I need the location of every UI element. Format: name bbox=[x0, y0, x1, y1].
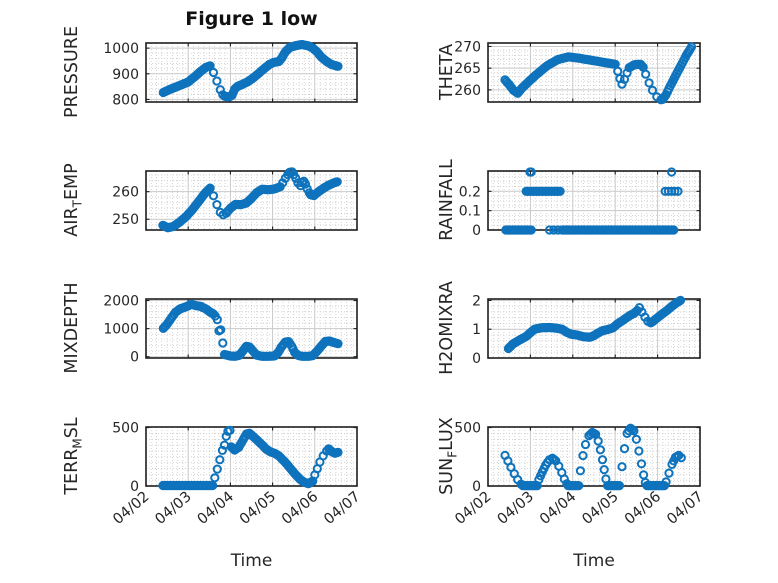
data-markers bbox=[158, 167, 342, 233]
x-tick-label: 04/06 bbox=[279, 489, 321, 528]
axes-box bbox=[487, 42, 701, 103]
y-tick-label: 0 bbox=[130, 479, 139, 495]
y-tick-labels: 0 1 2 bbox=[472, 293, 481, 367]
ylabel-text: TERR bbox=[62, 448, 82, 495]
x-tick-label: 04/06 bbox=[622, 489, 664, 528]
data-markers bbox=[500, 423, 686, 491]
y-tick-label: 0 bbox=[472, 351, 481, 367]
y-tick-label: 250 bbox=[112, 212, 139, 228]
axes-box bbox=[487, 298, 701, 359]
data-markers bbox=[158, 39, 343, 102]
plot-area bbox=[146, 43, 357, 102]
y-tick-label: 0 bbox=[472, 479, 481, 495]
y-tick-label: 2 bbox=[472, 293, 481, 309]
y-tick-labels: 0 500 bbox=[454, 421, 481, 495]
subplot-air_temp: 250 260 bbox=[112, 167, 358, 233]
y-tick-label: 1 bbox=[472, 322, 481, 338]
ylabel-text: THETA bbox=[437, 43, 457, 101]
axes-box bbox=[145, 170, 358, 231]
ylabel-text: LUX bbox=[437, 417, 457, 451]
x-tick-label: 04/05 bbox=[237, 489, 279, 528]
subplot-terr_msl: 0 500 04/02 04/03 04/04 04/05 04/06 04/07 bbox=[110, 421, 363, 528]
minor-grid bbox=[488, 171, 700, 230]
ylabel-text: MIXDEPTH bbox=[62, 282, 82, 374]
minor-grid bbox=[488, 299, 700, 358]
y-tick-label: 2000 bbox=[103, 294, 139, 310]
x-tick-labels: 04/02 04/03 04/04 04/05 04/06 04/07 bbox=[452, 489, 706, 528]
axes-box bbox=[145, 426, 358, 487]
minor-grid bbox=[488, 43, 700, 102]
ylabel-text: RAINFALL bbox=[437, 159, 457, 241]
y-tick-label: 900 bbox=[112, 67, 139, 83]
axes-box bbox=[145, 42, 358, 103]
data-markers bbox=[158, 299, 343, 361]
data-markers bbox=[158, 425, 343, 491]
ylabel-text: SL bbox=[62, 417, 82, 439]
x-tick-label: 04/04 bbox=[195, 489, 237, 528]
axes-box bbox=[487, 426, 701, 487]
y-tick-label: 0.2 bbox=[459, 184, 481, 200]
y-tick-labels: 0 0.1 0.2 bbox=[459, 184, 481, 239]
y-tick-labels: 250 260 bbox=[112, 185, 139, 229]
xlabel-time-left: Time bbox=[230, 551, 273, 571]
y-tick-label: 1000 bbox=[103, 322, 139, 338]
ylabel-text: SUN bbox=[437, 457, 457, 495]
subplot-pressure: 800 900 1000 bbox=[103, 39, 358, 108]
y-tick-label: 500 bbox=[112, 421, 139, 437]
major-grid bbox=[146, 299, 357, 358]
y-tick-label: 260 bbox=[454, 83, 481, 99]
y-tick-labels: 800 900 1000 bbox=[103, 41, 139, 108]
x-tick-labels: 04/02 04/03 04/04 04/05 04/06 04/07 bbox=[110, 489, 363, 528]
ylabel-text: PRESSURE bbox=[62, 26, 82, 119]
figure-title: Figure 1 low bbox=[185, 8, 318, 30]
y-tick-label: 1000 bbox=[103, 41, 139, 57]
y-tick-label: 0 bbox=[130, 350, 139, 366]
y-tick-labels: 260 265 270 bbox=[454, 39, 481, 98]
subplot-mixdepth: 0 1000 2000 bbox=[103, 294, 358, 366]
ylabel-subscript: F bbox=[445, 450, 460, 458]
x-tick-label: 04/05 bbox=[579, 489, 621, 528]
y-tick-label: 0.1 bbox=[459, 204, 481, 220]
ylabel-subscript: T bbox=[70, 200, 85, 208]
x-tick-label: 04/03 bbox=[152, 489, 194, 528]
subplot-rainfall: 0 0.1 0.2 bbox=[459, 167, 701, 239]
ylabel-subscript: M bbox=[70, 438, 85, 449]
data-markers bbox=[501, 167, 683, 235]
y-tick-labels: 0 500 bbox=[112, 421, 139, 495]
y-tick-label: 500 bbox=[454, 421, 481, 437]
x-tick-label: 04/03 bbox=[495, 489, 537, 528]
y-tick-label: 265 bbox=[454, 61, 481, 77]
ylabel-text: H2OMIXRA bbox=[437, 281, 457, 375]
x-tick-label: 04/07 bbox=[664, 489, 706, 528]
major-grid bbox=[529, 427, 659, 486]
tick-marks bbox=[487, 299, 701, 359]
data-markers bbox=[503, 295, 686, 354]
tick-marks bbox=[145, 171, 358, 230]
xlabel-time-right: Time bbox=[573, 551, 615, 571]
subplot-theta: 260 265 270 bbox=[454, 39, 701, 105]
ylabel-text: EMP bbox=[62, 163, 82, 201]
subplot-sun_flux: 0 500 04/02 04/03 04/04 04/05 04/06 04/07 bbox=[452, 421, 706, 528]
y-tick-label: 800 bbox=[112, 92, 139, 108]
y-tick-label: 0 bbox=[472, 223, 481, 239]
ylabel-text: AIR bbox=[62, 207, 82, 237]
x-tick-label: 04/04 bbox=[537, 489, 579, 528]
y-tick-label: 260 bbox=[112, 185, 139, 201]
data-markers bbox=[500, 42, 697, 105]
subplot-h2omixra: 0 1 2 bbox=[472, 293, 701, 367]
ylabel-terr-msl: TERRMSL bbox=[61, 376, 85, 536]
plot-area bbox=[488, 171, 700, 230]
ylabel-sun-flux: SUNFLUX bbox=[436, 376, 460, 536]
x-tick-label: 04/07 bbox=[321, 489, 363, 528]
y-tick-labels: 0 1000 2000 bbox=[103, 294, 139, 366]
tick-marks bbox=[145, 43, 358, 102]
y-tick-label: 270 bbox=[454, 39, 481, 55]
